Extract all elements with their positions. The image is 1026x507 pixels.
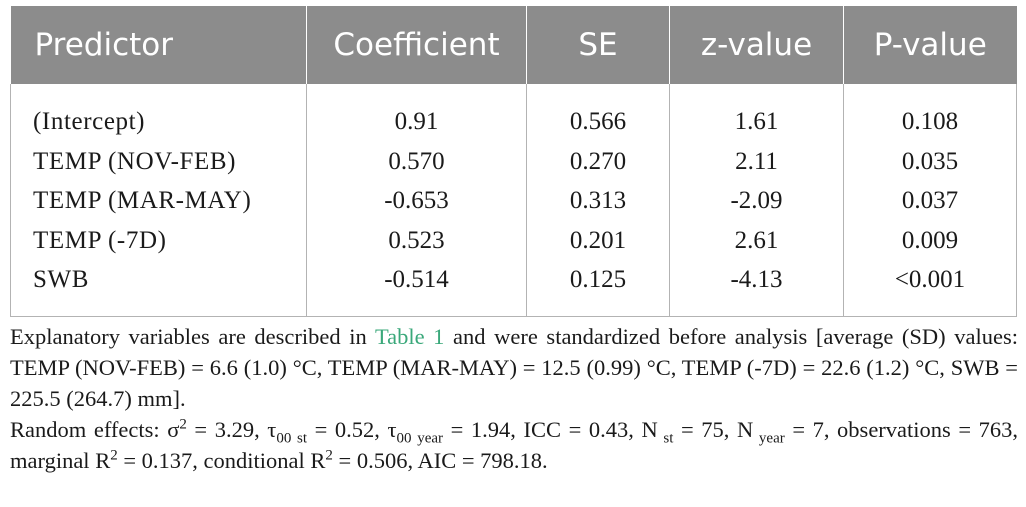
cell-predictor: TEMP (-7D) xyxy=(10,220,307,260)
cell-z-value: 1.61 xyxy=(669,102,844,142)
table-header-row: Predictor Coefficient SE z-value P-value xyxy=(10,6,1017,84)
subscript: 00 st xyxy=(276,430,308,447)
subscript: year xyxy=(753,430,785,447)
subscript: st xyxy=(657,430,674,447)
cell-predictor: TEMP (NOV-FEB) xyxy=(10,141,307,181)
cell-se: 0.270 xyxy=(526,141,670,181)
footnote-text: = 0.506, AIC = 798.18. xyxy=(332,448,548,473)
footnote-text: = 7, observations = 763, marginal R xyxy=(10,417,1019,473)
table-spacer-top xyxy=(10,84,1017,102)
cell-predictor: SWB xyxy=(10,260,307,300)
header-coefficient: Coefficient xyxy=(306,6,527,84)
footnote-text: Explanatory variables are described in xyxy=(10,324,375,349)
cell-se: 0.125 xyxy=(526,260,670,300)
footnote-random-effects: Random effects: σ2 = 3.29, τ00 st = 0.52… xyxy=(10,414,1018,476)
header-p-value: P-value xyxy=(843,6,1017,84)
cell-z-value: 2.61 xyxy=(669,220,844,260)
superscript: 2 xyxy=(325,447,333,464)
footnote-text: = 1.94, ICC = 0.43, N xyxy=(443,417,658,442)
cell-p-value: 0.009 xyxy=(843,220,1017,260)
footnote-text: = 75, N xyxy=(673,417,754,442)
table-row: TEMP (-7D) 0.523 0.201 2.61 0.009 xyxy=(10,220,1017,260)
cell-z-value: -4.13 xyxy=(669,260,844,300)
footnote-text: = 0.137, conditional R xyxy=(117,448,326,473)
header-predictor: Predictor xyxy=(10,6,307,84)
header-z-value: z-value xyxy=(669,6,844,84)
header-se: SE xyxy=(526,6,670,84)
cell-coefficient: 0.91 xyxy=(306,102,527,142)
footnote-text: and were standardized before analysis [a… xyxy=(10,324,1018,411)
footnote-text: = 3.29, τ xyxy=(186,417,277,442)
cell-se: 0.313 xyxy=(526,181,670,221)
table-row: TEMP (MAR-MAY) -0.653 0.313 -2.09 0.037 xyxy=(10,181,1017,221)
cell-p-value: 0.108 xyxy=(843,102,1017,142)
cell-p-value: <0.001 xyxy=(843,260,1017,300)
cell-coefficient: 0.570 xyxy=(306,141,527,181)
cell-z-value: -2.09 xyxy=(669,181,844,221)
superscript: 2 xyxy=(179,416,187,433)
cell-predictor: TEMP (MAR-MAY) xyxy=(10,181,307,221)
cell-se: 0.566 xyxy=(526,102,670,142)
cell-predictor: (Intercept) xyxy=(10,102,307,142)
table-footnotes: Explanatory variables are described in T… xyxy=(10,321,1018,476)
table-spacer-bottom xyxy=(10,299,1017,317)
cell-se: 0.201 xyxy=(526,220,670,260)
footnote-text: = 0.52, τ xyxy=(307,417,397,442)
table-row: TEMP (NOV-FEB) 0.570 0.270 2.11 0.035 xyxy=(10,141,1017,181)
superscript: 2 xyxy=(110,447,118,464)
cell-p-value: 0.037 xyxy=(843,181,1017,221)
cell-coefficient: -0.653 xyxy=(306,181,527,221)
table-1-link[interactable]: Table 1 xyxy=(374,324,445,349)
results-table: Predictor Coefficient SE z-value P-value… xyxy=(10,6,1017,317)
table-row: SWB -0.514 0.125 -4.13 <0.001 xyxy=(10,260,1017,300)
cell-coefficient: -0.514 xyxy=(306,260,527,300)
cell-coefficient: 0.523 xyxy=(306,220,527,260)
cell-p-value: 0.035 xyxy=(843,141,1017,181)
footnote-text: Random effects: σ xyxy=(10,417,180,442)
footnote-variables: Explanatory variables are described in T… xyxy=(10,321,1018,414)
cell-z-value: 2.11 xyxy=(669,141,844,181)
subscript: 00 year xyxy=(396,430,444,447)
table-row: (Intercept) 0.91 0.566 1.61 0.108 xyxy=(10,102,1017,142)
